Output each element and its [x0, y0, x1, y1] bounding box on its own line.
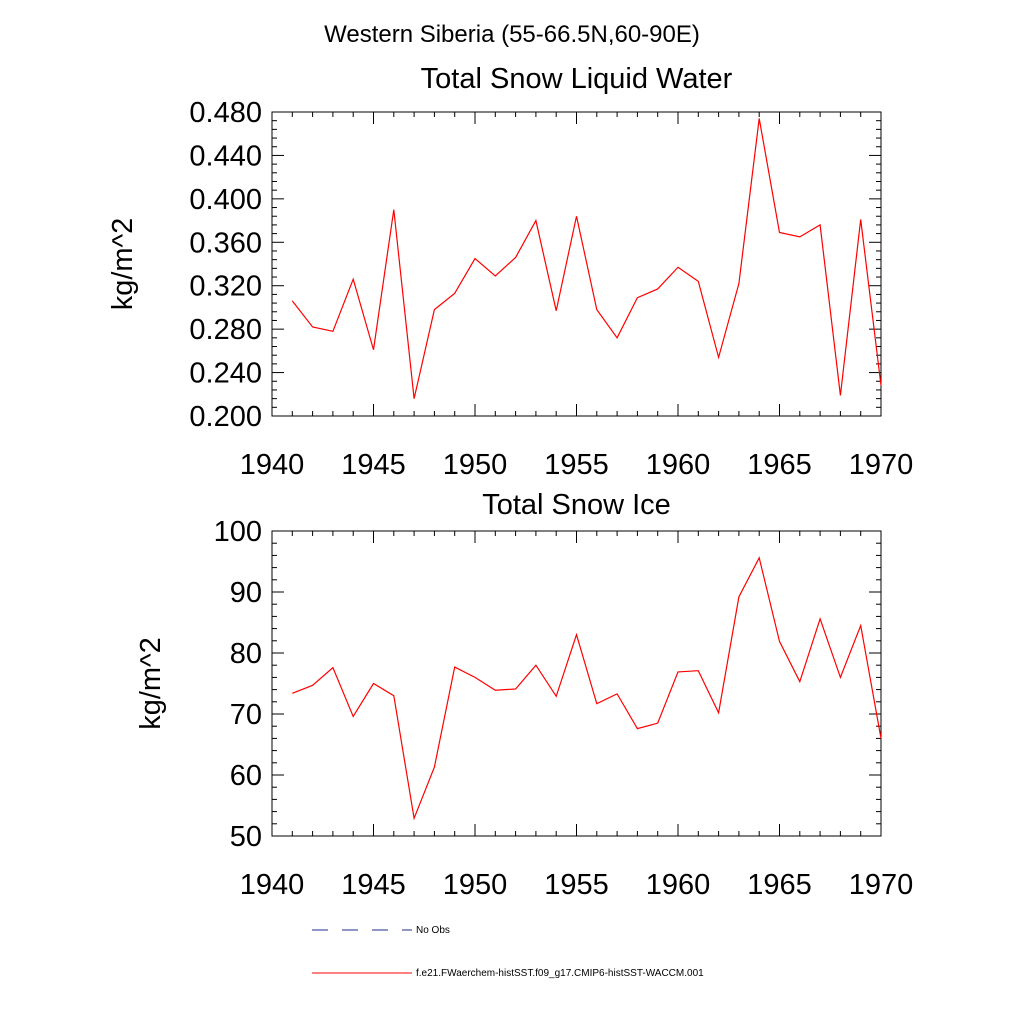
y-tick-label: 50 — [230, 821, 262, 853]
series-line — [291, 118, 882, 399]
x-tick-label: 1960 — [646, 869, 711, 901]
chart-title: Total Snow Liquid Water — [421, 63, 733, 95]
x-tick-label: 1950 — [443, 869, 508, 901]
chart-liquid-water: Total Snow Liquid Water kg/m^2 1940 1945 195… — [107, 63, 913, 481]
y-tick-label: 0.400 — [189, 184, 262, 216]
x-tick-label: 1940 — [240, 449, 305, 481]
chart-snow-ice: Total Snow Ice kg/m^2 1940 1945 1950 1955 1960… — [135, 489, 913, 901]
x-tick-label: 1960 — [646, 449, 711, 481]
y-tick-label: 80 — [230, 638, 262, 670]
y-tick-label: 0.320 — [189, 271, 262, 303]
x-tick-label: 1940 — [240, 869, 305, 901]
y-axis-label: kg/m^2 — [135, 637, 167, 730]
legend-item-no-obs: No Obs — [312, 925, 450, 936]
x-tick-label: 1965 — [747, 869, 812, 901]
series-line — [292, 556, 882, 821]
y-tick-label: 0.360 — [189, 227, 262, 259]
x-tick-label: 1955 — [544, 449, 609, 481]
x-tick-label: 1950 — [443, 449, 508, 481]
x-tick-label: 1945 — [341, 449, 406, 481]
legend-item-model-run: f.e21.FWaerchem-histSST.f09_g17.CMIP6-hi… — [312, 968, 704, 979]
plot-frame — [271, 111, 882, 417]
y-tick-label: 0.200 — [189, 401, 262, 433]
legend-label-model-run: f.e21.FWaerchem-histSST.f09_g17.CMIP6-hi… — [416, 968, 704, 979]
y-tick-label: 0.440 — [189, 140, 262, 172]
y-tick-label: 100 — [214, 516, 262, 548]
x-tick-label: 1955 — [544, 869, 609, 901]
x-tick-label: 1965 — [747, 449, 812, 481]
y-axis-label: kg/m^2 — [107, 218, 139, 311]
x-tick-label: 1970 — [849, 869, 914, 901]
legend: No Obs f.e21.FWaerchem-histSST.f09_g17.C… — [312, 925, 704, 979]
chart-title: Total Snow Ice — [482, 489, 671, 521]
x-tick-label: 1970 — [849, 449, 914, 481]
legend-label-no-obs: No Obs — [416, 925, 450, 936]
y-tick-label: 70 — [230, 699, 262, 731]
figure-title: Western Siberia (55-66.5N,60-90E) — [324, 21, 700, 48]
y-tick-label: 60 — [230, 760, 262, 792]
y-tick-label: 90 — [230, 577, 262, 609]
plot-frame — [271, 530, 882, 837]
y-tick-label: 0.480 — [189, 97, 262, 129]
x-tick-label: 1945 — [341, 869, 406, 901]
y-tick-label: 0.280 — [189, 314, 262, 346]
y-tick-label: 0.240 — [189, 358, 262, 390]
